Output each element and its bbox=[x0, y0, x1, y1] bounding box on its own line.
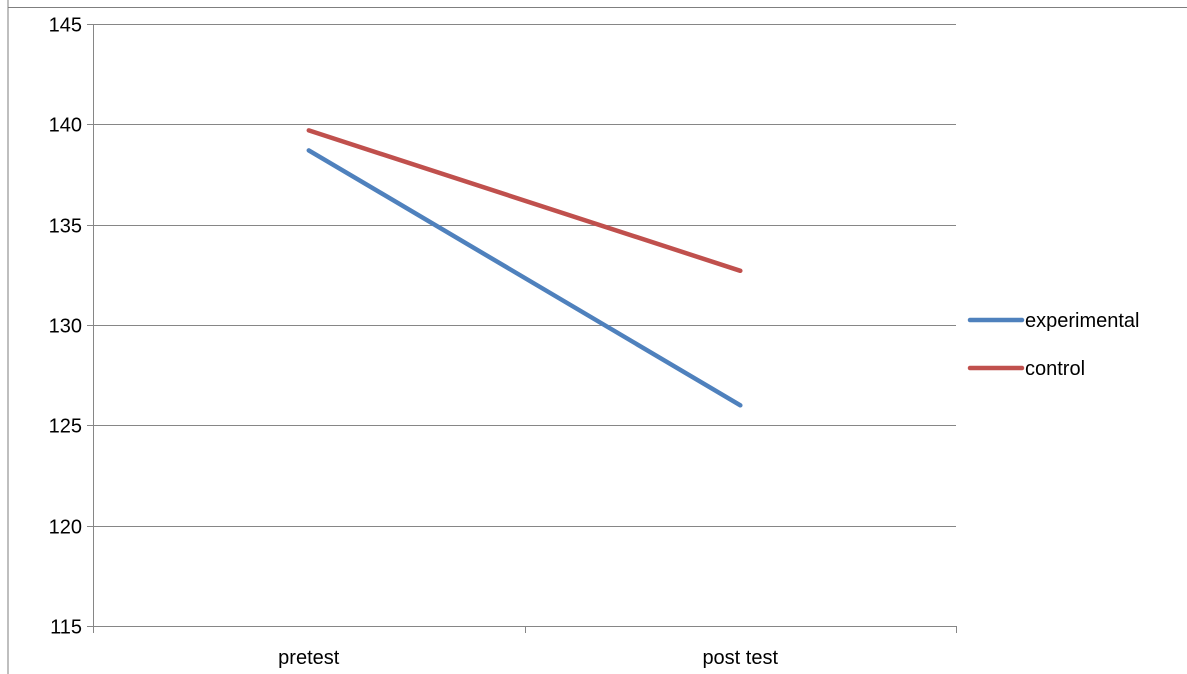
series-line-control bbox=[306, 128, 743, 274]
series-lines bbox=[306, 128, 743, 408]
y-tick-label-120: 120 bbox=[49, 517, 82, 539]
y-tick-label-135: 135 bbox=[49, 216, 82, 238]
legend-label-experimental: experimental bbox=[1025, 310, 1140, 332]
series-line-experimental bbox=[306, 148, 743, 408]
x-axis-ticks: pretest post test bbox=[93, 626, 957, 669]
axes bbox=[93, 24, 956, 627]
x-tick-label-pretest: pretest bbox=[278, 647, 340, 669]
y-tick-label-125: 125 bbox=[49, 416, 82, 438]
y-tick-label-140: 140 bbox=[49, 115, 82, 137]
gridlines bbox=[93, 24, 956, 527]
x-tick-label-post-test: post test bbox=[702, 647, 778, 669]
y-axis-ticks: 115 120 125 130 135 140 145 bbox=[49, 15, 93, 639]
y-tick-label-115: 115 bbox=[50, 617, 82, 639]
y-tick-label-145: 145 bbox=[49, 15, 82, 37]
legend: experimental control bbox=[967, 310, 1140, 380]
y-tick-label-130: 130 bbox=[49, 316, 82, 338]
legend-label-control: control bbox=[1025, 358, 1085, 380]
